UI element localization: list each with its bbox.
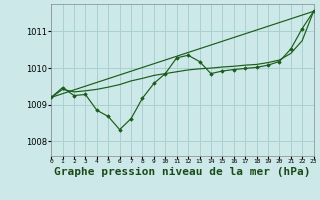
X-axis label: Graphe pression niveau de la mer (hPa): Graphe pression niveau de la mer (hPa) <box>54 167 311 177</box>
